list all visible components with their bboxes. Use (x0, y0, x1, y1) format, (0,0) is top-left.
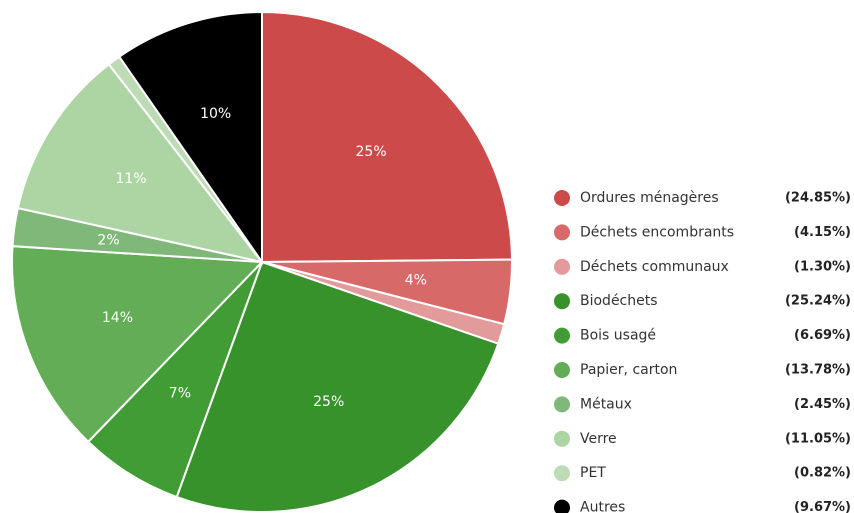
legend-marker (554, 396, 570, 413)
legend-marker (554, 430, 570, 447)
slice-label: 7% (169, 385, 191, 401)
legend-value: (13.78%) (785, 363, 851, 378)
legend-label: Autres (580, 500, 625, 513)
legend-label: Ordures ménagères (580, 190, 719, 206)
pie-slice (117, 10, 263, 266)
legend-marker (554, 362, 570, 378)
legend-value: (2.45%) (794, 397, 851, 412)
pie-slice (261, 10, 513, 264)
legend-value: (25.24%) (785, 294, 851, 309)
slice-label: 25% (313, 394, 344, 410)
pie-slice (16, 62, 265, 264)
slice-label: 2% (97, 232, 119, 248)
legend-label: Bois usagé (580, 328, 656, 344)
legend-value: (1.30%) (794, 259, 851, 274)
pie-slice (11, 245, 265, 444)
legend-marker (554, 190, 570, 206)
legend-value: (6.69%) (794, 328, 851, 343)
legend-value: (11.05%) (785, 431, 851, 446)
legend-value: (0.82%) (794, 466, 851, 481)
legend-marker (554, 293, 570, 310)
legend-marker (554, 499, 570, 513)
slice-label: 14% (102, 310, 133, 326)
legend-label: PET (580, 465, 606, 481)
legend-value: (24.85%) (785, 191, 851, 206)
legend-label: Métaux (580, 396, 632, 412)
slice-label: 11% (115, 171, 146, 187)
slice-label: 4% (405, 273, 427, 289)
legend-marker (554, 327, 570, 344)
legend-label: Papier, carton (580, 362, 677, 378)
legend-value: (9.67%) (794, 500, 851, 513)
pie-slice (175, 260, 500, 513)
legend-marker (554, 258, 570, 275)
legend-label: Biodéchets (580, 293, 658, 309)
legend-marker (554, 465, 570, 482)
legend-label: Déchets communaux (580, 259, 729, 275)
legend-label: Déchets encombrants (580, 224, 734, 240)
slice-label: 10% (200, 106, 231, 122)
slice-label: 25% (356, 144, 387, 160)
legend-label: Verre (580, 431, 617, 447)
legend-marker (554, 224, 570, 241)
legend-value: (4.15%) (794, 225, 851, 240)
